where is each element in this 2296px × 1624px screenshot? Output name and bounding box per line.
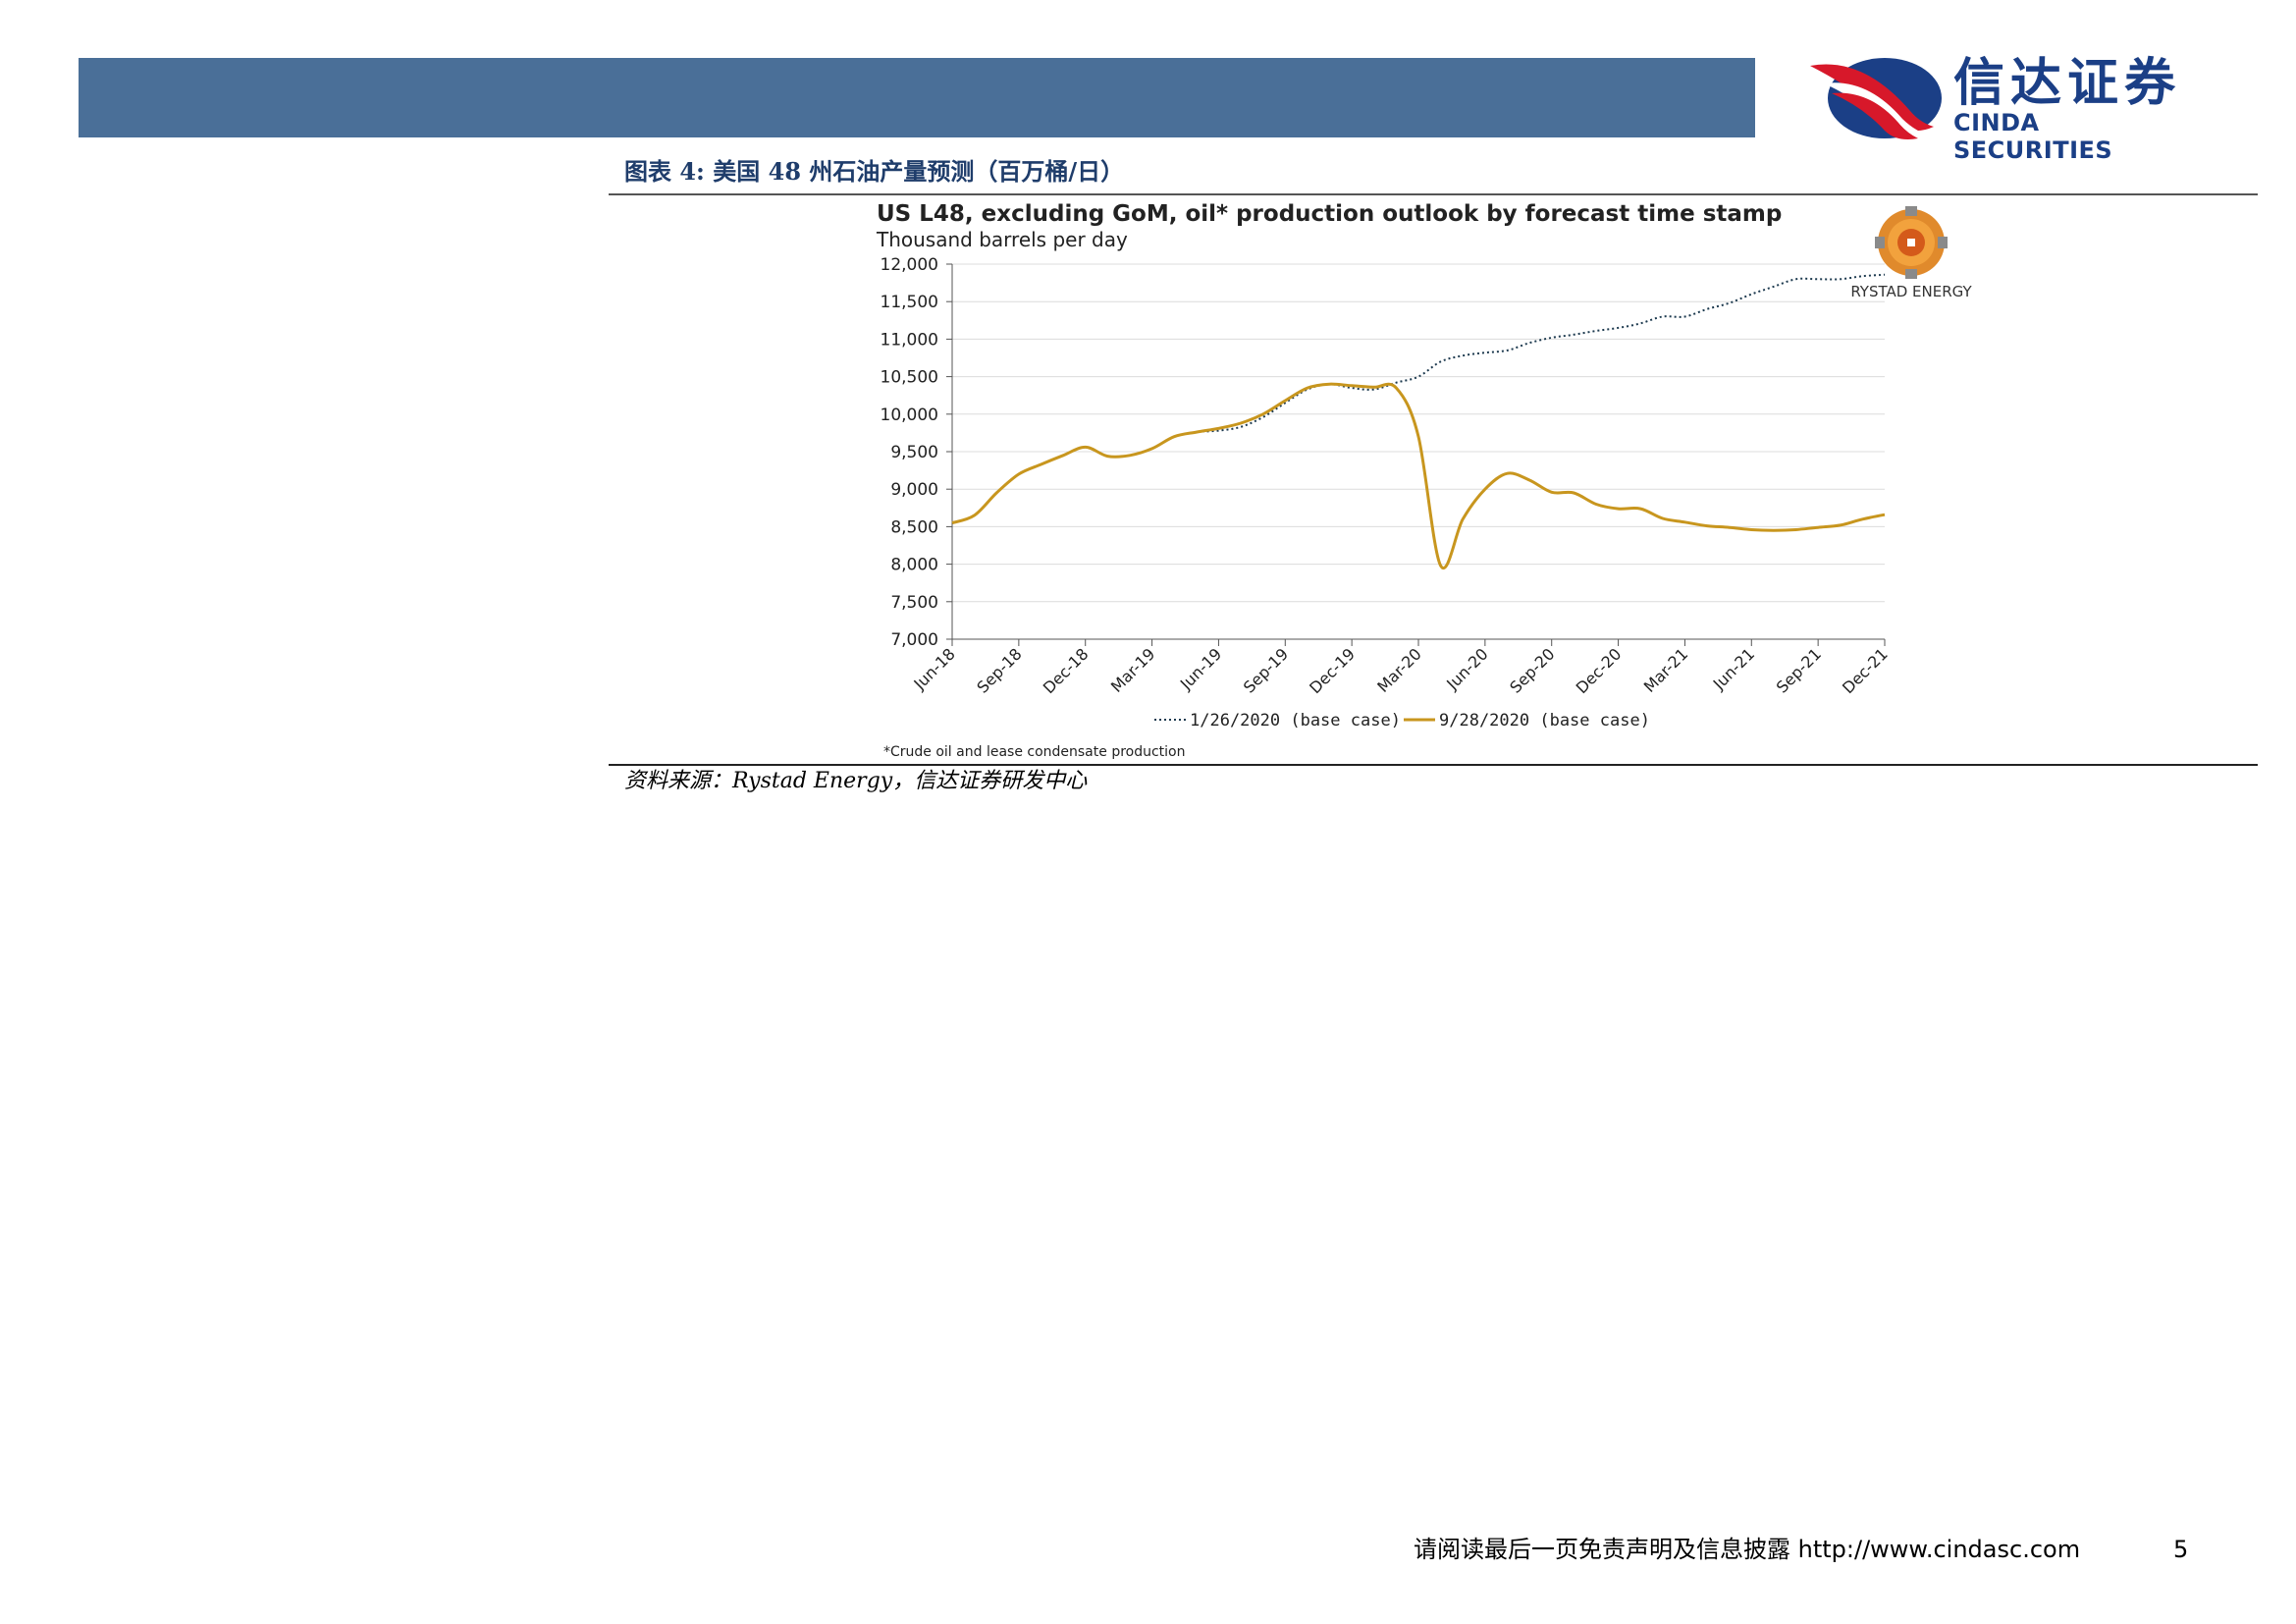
y-tick-label: 7,000 [890,630,938,650]
y-tick-label: 9,000 [890,480,938,500]
page-number: 5 [2173,1536,2189,1563]
x-tick-label: Jun-18 [910,644,959,693]
series-line-2 [951,382,1886,570]
figure-caption: 图表 4: 美国 48 州石油产量预测（百万桶/日） [624,157,1125,186]
y-tick-label: 11,500 [881,293,938,312]
y-tick-label: 9,500 [890,443,938,462]
chart-bottom-divider [609,764,2258,766]
chart-series [951,273,1886,570]
x-tick-label: Sep-21 [1773,644,1825,696]
x-tick-label: Dec-19 [1306,644,1359,697]
caption-divider [609,193,2258,195]
chart-legend: 1/26/2020 (base case) 9/28/2020 (base cas… [1154,711,1650,731]
footer-notice: 请阅读最后一页免责声明及信息披露 [1414,1536,1790,1563]
y-tick-label: 10,500 [881,368,938,388]
y-tick-label: 8,000 [890,556,938,575]
y-tick-label: 8,500 [890,517,938,537]
chart-subtitle: Thousand barrels per day [876,228,1128,251]
x-tick-label: Mar-19 [1107,644,1159,696]
x-tick-label: Jun-19 [1176,644,1225,693]
y-tick-labels: 7,000 7,500 8,000 8,500 9,000 9,500 10,000 10,5… [881,255,952,650]
x-tick-label: Jun-20 [1442,644,1491,693]
footer-url-link[interactable]: http://www.cindasc.com [1797,1536,2081,1563]
series-line-1 [951,273,1886,524]
footer-disclaimer: 请阅读最后一页免责声明及信息披露 http://www.cindasc.com [1414,1533,2080,1566]
logo-english-text: CINDA SECURITIES [1953,109,2113,164]
x-tick-label: Mar-20 [1373,644,1425,696]
y-tick-label: 11,000 [881,330,938,350]
x-tick-label: Dec-18 [1040,644,1093,697]
chart-title: US L48, excluding GoM, oil* production o… [877,201,1782,227]
rystad-logo: RYSTAD ENERGY [1850,206,1973,300]
chart-footnote: *Crude oil and lease condensate producti… [883,744,1186,760]
x-tick-label: Mar-21 [1640,644,1692,696]
x-tick-label: Jun-21 [1709,644,1758,693]
x-tick-label: Sep-18 [973,644,1025,696]
x-tick-labels: Jun-18 Sep-18 Dec-18 Mar-19 Jun-19 Sep-19 Dec-… [910,639,1892,697]
logo-chinese-text: 信达证券 [1953,54,2182,113]
x-tick-label: Dec-21 [1839,644,1892,697]
rystad-watermark-text: RYSTAD ENERGY [1850,283,1972,300]
cinda-logo: 信达证券 CINDA SECURITIES [1804,54,2197,164]
source-note: 资料来源：Rystad Energy，信达证券研发中心 [624,769,1088,793]
legend-label-1: 1/26/2020 (base case) [1190,711,1401,731]
chart-gridlines [952,263,1885,603]
y-tick-label: 12,000 [881,255,938,275]
x-tick-label: Dec-20 [1573,644,1626,697]
y-tick-label: 10,000 [881,406,938,425]
legend-label-2: 9/28/2020 (base case) [1439,711,1650,731]
x-tick-label: Sep-20 [1506,644,1558,696]
y-tick-label: 7,500 [890,593,938,613]
header-bar [79,58,1755,137]
cinda-logo-icon [1810,58,1942,139]
production-line-chart: US L48, excluding GoM, oil* production o… [876,201,1973,760]
x-tick-label: Sep-19 [1240,644,1292,696]
